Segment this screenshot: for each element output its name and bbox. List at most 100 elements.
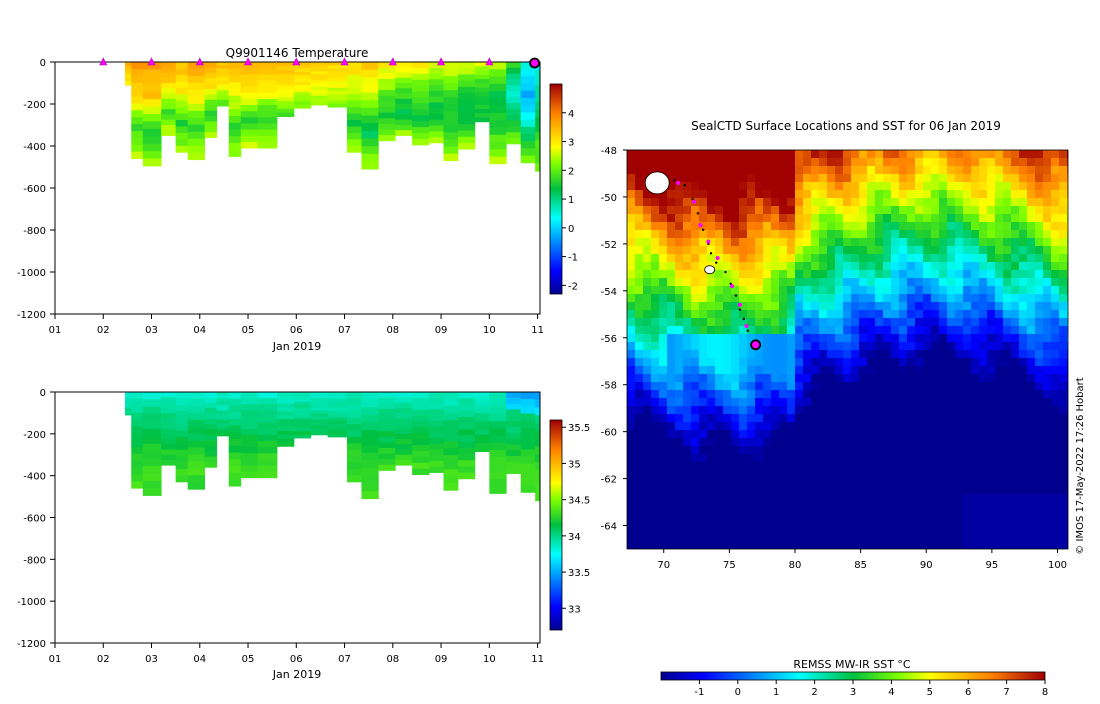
sst-cell xyxy=(923,294,932,303)
salinity-cell xyxy=(395,449,413,456)
sst-cell xyxy=(875,230,884,239)
sst-cell xyxy=(915,190,924,199)
sst-cell xyxy=(923,366,932,375)
sst-cell xyxy=(675,350,684,359)
salinity-cell xyxy=(457,423,476,430)
sst-cell xyxy=(731,358,740,367)
sst-cell xyxy=(963,342,972,351)
sst-cell xyxy=(971,486,980,495)
track-point xyxy=(701,228,705,231)
temperature-cell xyxy=(412,133,430,140)
sst-cell xyxy=(875,342,884,351)
temperature-xtick-label: 05 xyxy=(242,325,255,336)
sst-cell xyxy=(763,478,772,487)
sst-cell xyxy=(1043,398,1052,407)
sst-cell xyxy=(939,278,948,287)
salinity-cell xyxy=(228,472,242,480)
temperature-cell xyxy=(361,123,379,132)
temperature-cell xyxy=(327,87,348,92)
sst-cell xyxy=(955,542,964,549)
sst-cell xyxy=(819,262,828,271)
sst-cell xyxy=(1027,438,1036,447)
sst-cell xyxy=(1067,494,1068,503)
daily-position xyxy=(691,199,696,204)
sst-cell xyxy=(955,150,964,159)
sst-cell xyxy=(995,414,1004,423)
sst-cell xyxy=(803,486,812,495)
salinity-cell xyxy=(520,406,536,414)
salinity-cell xyxy=(257,392,278,399)
temperature-cell xyxy=(474,100,490,106)
credit-text: © IMOS 17-May-2022 17:26 Hobart xyxy=(1075,377,1086,554)
sst-cell xyxy=(939,174,948,183)
sst-cell xyxy=(859,302,868,311)
sst-cell xyxy=(763,358,772,367)
salinity-cell xyxy=(457,435,476,442)
sst-cell xyxy=(715,318,724,327)
salinity-cell xyxy=(395,402,413,409)
sst-cell xyxy=(827,406,836,415)
sst-cell xyxy=(795,310,804,319)
sst-cell xyxy=(771,278,780,287)
sst-cell xyxy=(971,414,980,423)
temperature-cell xyxy=(378,90,396,97)
sst-cell xyxy=(1035,422,1044,431)
sst-cell xyxy=(771,230,780,239)
sst-cell xyxy=(1011,446,1020,455)
sst-cell xyxy=(755,278,764,287)
sst-cell xyxy=(899,454,908,463)
sst-cell xyxy=(827,542,836,549)
sst-cell xyxy=(635,190,644,199)
sst-cell xyxy=(955,462,964,471)
salinity-cell xyxy=(293,424,312,429)
sst-cell xyxy=(803,382,812,391)
sst-cell xyxy=(1059,542,1068,549)
sst-cell xyxy=(963,278,972,287)
sst-cell xyxy=(643,438,652,447)
salinity-cell xyxy=(175,456,189,464)
salinity-cell xyxy=(124,395,132,398)
sst-cell xyxy=(987,342,996,351)
sst-cell xyxy=(987,390,996,399)
salinity-section xyxy=(124,392,541,502)
sst-cell xyxy=(803,406,812,415)
sst-cell xyxy=(1059,318,1068,327)
sst-cell xyxy=(851,342,860,351)
sst-cell xyxy=(859,406,868,415)
sst-cell xyxy=(843,510,852,519)
sst-cell xyxy=(963,174,972,183)
sst-cell xyxy=(739,198,748,207)
sst-cell xyxy=(675,342,684,351)
sst-cell xyxy=(915,238,924,247)
sst-cell xyxy=(803,350,812,359)
sst-cell xyxy=(795,478,804,487)
sst-cell xyxy=(771,470,780,479)
salinity-cell xyxy=(257,471,278,479)
sst-cell xyxy=(939,374,948,383)
sst-cell xyxy=(987,190,996,199)
sst-cell xyxy=(1043,526,1052,535)
salinity-cell xyxy=(429,461,444,468)
sst-cell xyxy=(747,430,756,439)
sst-cell xyxy=(843,166,852,175)
sst-cell xyxy=(779,478,788,487)
temperature-cell xyxy=(535,116,541,125)
temperature-cell xyxy=(293,98,312,102)
sst-cell xyxy=(923,158,932,167)
sst-cell xyxy=(635,534,644,543)
sst-cell xyxy=(1011,286,1020,295)
sst-cell xyxy=(731,478,740,487)
sst-cell xyxy=(627,446,636,455)
sst-cell xyxy=(1051,430,1060,439)
sst-cell xyxy=(843,518,852,527)
sst-cell xyxy=(755,214,764,223)
sst-cell xyxy=(875,446,884,455)
sst-cell xyxy=(843,318,852,327)
sst-cell xyxy=(659,430,668,439)
sst-cell xyxy=(1035,518,1044,527)
sst-cell xyxy=(875,150,884,159)
sst-cell xyxy=(635,422,644,431)
temperature-cell xyxy=(131,137,144,146)
sst-cell xyxy=(1043,390,1052,399)
temperature-cell xyxy=(457,136,476,144)
